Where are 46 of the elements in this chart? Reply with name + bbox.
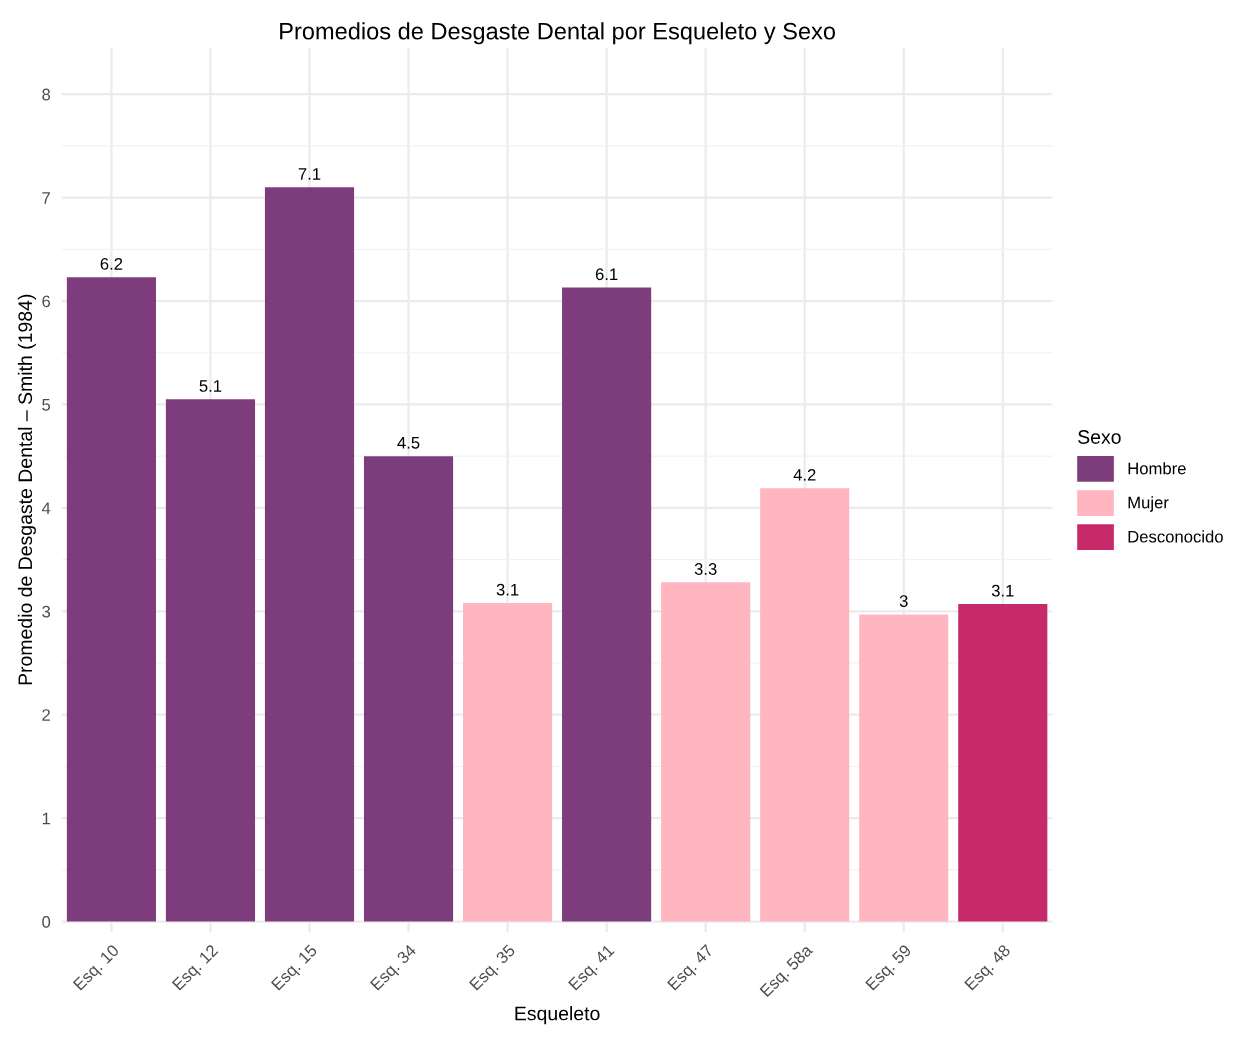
bar xyxy=(562,287,652,922)
x-tick-label: Esq. 34 xyxy=(369,943,420,994)
data-label: 5.1 xyxy=(199,380,222,392)
bar xyxy=(661,582,751,922)
x-axis-title: Esqueleto xyxy=(515,1006,600,1025)
legend-label: Mujer xyxy=(1128,496,1169,512)
data-label: 4.2 xyxy=(793,468,816,481)
bar xyxy=(760,488,850,922)
x-tick-label: Esq. 48 xyxy=(964,943,1014,994)
bar xyxy=(463,603,553,922)
y-tick-label: 6 xyxy=(42,295,51,308)
y-tick-label: 7 xyxy=(42,192,50,204)
data-label: 4.5 xyxy=(397,437,420,449)
data-label: 6.2 xyxy=(100,257,123,270)
x-tick-label: Esq. 10 xyxy=(72,943,122,994)
bar xyxy=(958,604,1048,922)
x-tick-label: Esq. 47 xyxy=(667,944,717,994)
data-label: 3.1 xyxy=(991,584,1014,597)
data-label: 7.1 xyxy=(298,168,321,180)
y-axis-title: Promedio de Desgaste Dental – Smith (1984) xyxy=(17,294,36,685)
bar xyxy=(165,399,256,922)
x-tick-label: Esq. 15 xyxy=(270,943,320,994)
x-tick-label: Esq. 35 xyxy=(468,943,519,994)
y-tick-label: 1 xyxy=(42,812,50,825)
y-tick-label: 8 xyxy=(42,88,51,101)
data-label: 3.3 xyxy=(694,563,717,575)
x-tick-label: Esq. 59 xyxy=(865,943,915,994)
bar xyxy=(264,187,355,922)
data-label: 3.1 xyxy=(496,583,519,596)
data-label: 3 xyxy=(899,595,908,607)
bar xyxy=(66,277,156,922)
x-tick-label: Esq. 58a xyxy=(759,943,816,1000)
legend-title: Sexo xyxy=(1078,430,1121,444)
x-tick-label: Esq. 12 xyxy=(171,943,221,994)
bar xyxy=(363,456,454,922)
y-tick-label: 0 xyxy=(42,915,51,928)
legend-label: Hombre xyxy=(1128,462,1186,475)
data-label: 6.1 xyxy=(595,268,618,281)
y-tick-label: 4 xyxy=(41,502,51,514)
y-tick-label: 5 xyxy=(42,399,51,411)
y-tick-label: 2 xyxy=(42,709,50,721)
bar xyxy=(859,614,949,922)
legend-label: Desconocido xyxy=(1128,530,1223,543)
y-tick-label: 3 xyxy=(42,605,51,618)
chart-title: Promedios de Desgaste Dental por Esqueleto y Sexo xyxy=(280,22,836,45)
x-tick-label: Esq. 41 xyxy=(568,944,618,994)
